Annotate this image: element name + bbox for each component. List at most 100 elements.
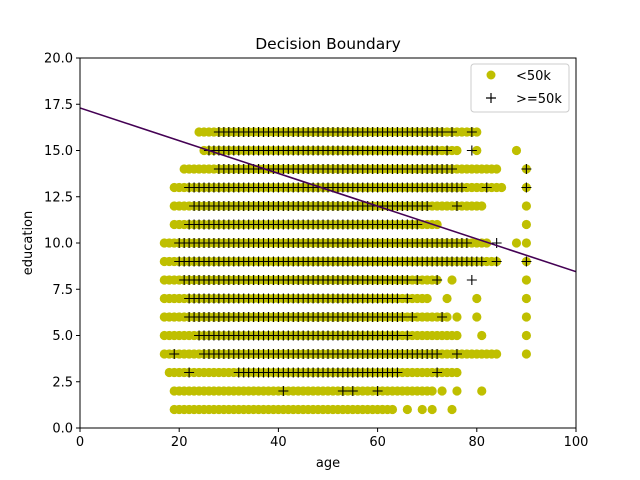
data-point-over-50k [337,386,348,396]
chart-title: Decision Boundary [255,35,401,53]
data-point-under-50k [437,386,447,396]
data-point-under-50k [497,182,507,193]
boundary-layer [80,107,576,273]
data-point-over-50k [169,349,180,359]
x-tick-label: 0 [76,435,84,450]
data-point-over-50k [392,367,403,378]
legend: <50k >=50k [470,63,570,113]
data-point-over-50k [466,145,477,156]
data-point-over-50k [437,312,448,322]
data-point-under-50k [452,330,462,341]
legend-label-under-50k: <50k [516,69,551,84]
legend-box [470,63,570,113]
data-point-under-50k [417,404,427,415]
x-tick-label: 40 [270,435,287,450]
data-point-over-50k [184,367,195,378]
data-point-over-50k [447,127,457,137]
data-point-over-50k [481,182,492,193]
data-point-under-50k [521,330,532,341]
y-tick-label: 17.5 [44,98,73,113]
y-tick-label: 20.0 [44,52,73,67]
x-axis-label: age [316,456,340,471]
data-point-over-50k [437,127,448,137]
data-point-under-50k [442,293,452,304]
data-point-under-50k [521,201,532,211]
legend-marker-under-50k [486,70,496,80]
x-tick-label: 100 [564,435,589,450]
scatter-points [159,127,532,415]
data-point-over-50k [407,312,418,322]
y-tick-label: 10.0 [44,237,73,252]
y-axis: 0.0 2.5 5.0 7.5 10.0 12.5 15.0 17.5 20.0 [44,52,80,437]
data-point-over-50k [402,275,413,285]
y-tick-label: 12.5 [44,190,73,205]
x-axis: 0 20 40 60 80 100 [76,428,589,450]
data-point-under-50k [452,312,462,322]
data-point-over-50k [461,238,472,248]
legend-marker-over-50k [486,93,496,103]
data-point-under-50k [511,145,522,156]
data-point-over-50k [521,256,532,267]
data-point-over-50k [392,293,403,304]
data-point-over-50k [491,238,502,248]
data-point-under-50k [521,349,532,359]
y-tick-label: 2.5 [52,375,73,390]
data-point-over-50k [392,330,403,341]
data-point-under-50k [492,349,502,359]
data-point-over-50k [432,367,443,378]
data-point-under-50k [452,145,462,156]
x-tick-label: 80 [469,435,486,450]
data-point-over-50k [422,201,433,211]
data-point-over-50k [521,164,532,174]
data-point-under-50k [447,404,457,415]
data-point-under-50k [427,386,437,396]
data-point-under-50k [422,293,432,304]
y-tick-label: 5.0 [52,329,73,344]
data-point-over-50k [451,349,462,359]
data-point-under-50k [472,312,482,322]
data-point-under-50k [402,404,412,415]
data-point-over-50k [442,145,453,156]
data-point-over-50k [491,256,502,267]
data-point-under-50k [452,367,462,378]
data-point-under-50k [452,386,462,396]
data-point-over-50k [278,386,289,396]
y-tick-label: 7.5 [52,283,73,298]
y-tick-label: 0.0 [52,422,73,437]
data-point-over-50k [432,349,443,359]
data-point-over-50k [456,182,467,193]
data-point-under-50k [521,238,532,248]
y-axis-label: education [21,211,36,276]
data-point-over-50k [447,164,457,174]
data-point-under-50k [472,293,482,304]
data-point-under-50k [477,386,487,396]
data-point-under-50k [521,219,532,230]
data-point-over-50k [432,275,443,285]
decision-boundary-line [80,107,576,273]
data-point-over-50k [372,386,383,396]
data-point-under-50k [427,404,437,415]
data-point-over-50k [466,275,477,285]
x-tick-label: 60 [369,435,386,450]
data-point-under-50k [387,404,398,415]
data-point-over-50k [347,386,358,396]
data-point-over-50k [412,219,423,230]
data-point-under-50k [521,312,532,322]
data-point-over-50k [397,312,408,322]
data-point-under-50k [521,293,532,304]
data-point-over-50k [432,145,443,156]
y-tick-label: 15.0 [44,144,73,159]
data-point-over-50k [476,256,487,267]
x-tick-label: 20 [171,435,188,450]
data-point-under-50k [511,238,522,248]
data-point-over-50k [521,182,532,193]
legend-label-over-50k: >=50k [516,92,562,107]
data-point-over-50k [451,201,462,211]
data-point-over-50k [402,293,413,304]
data-point-over-50k [402,330,413,341]
data-point-under-50k [447,275,457,285]
data-point-under-50k [492,164,502,174]
data-point-over-50k [466,127,477,137]
data-point-under-50k [477,201,487,211]
